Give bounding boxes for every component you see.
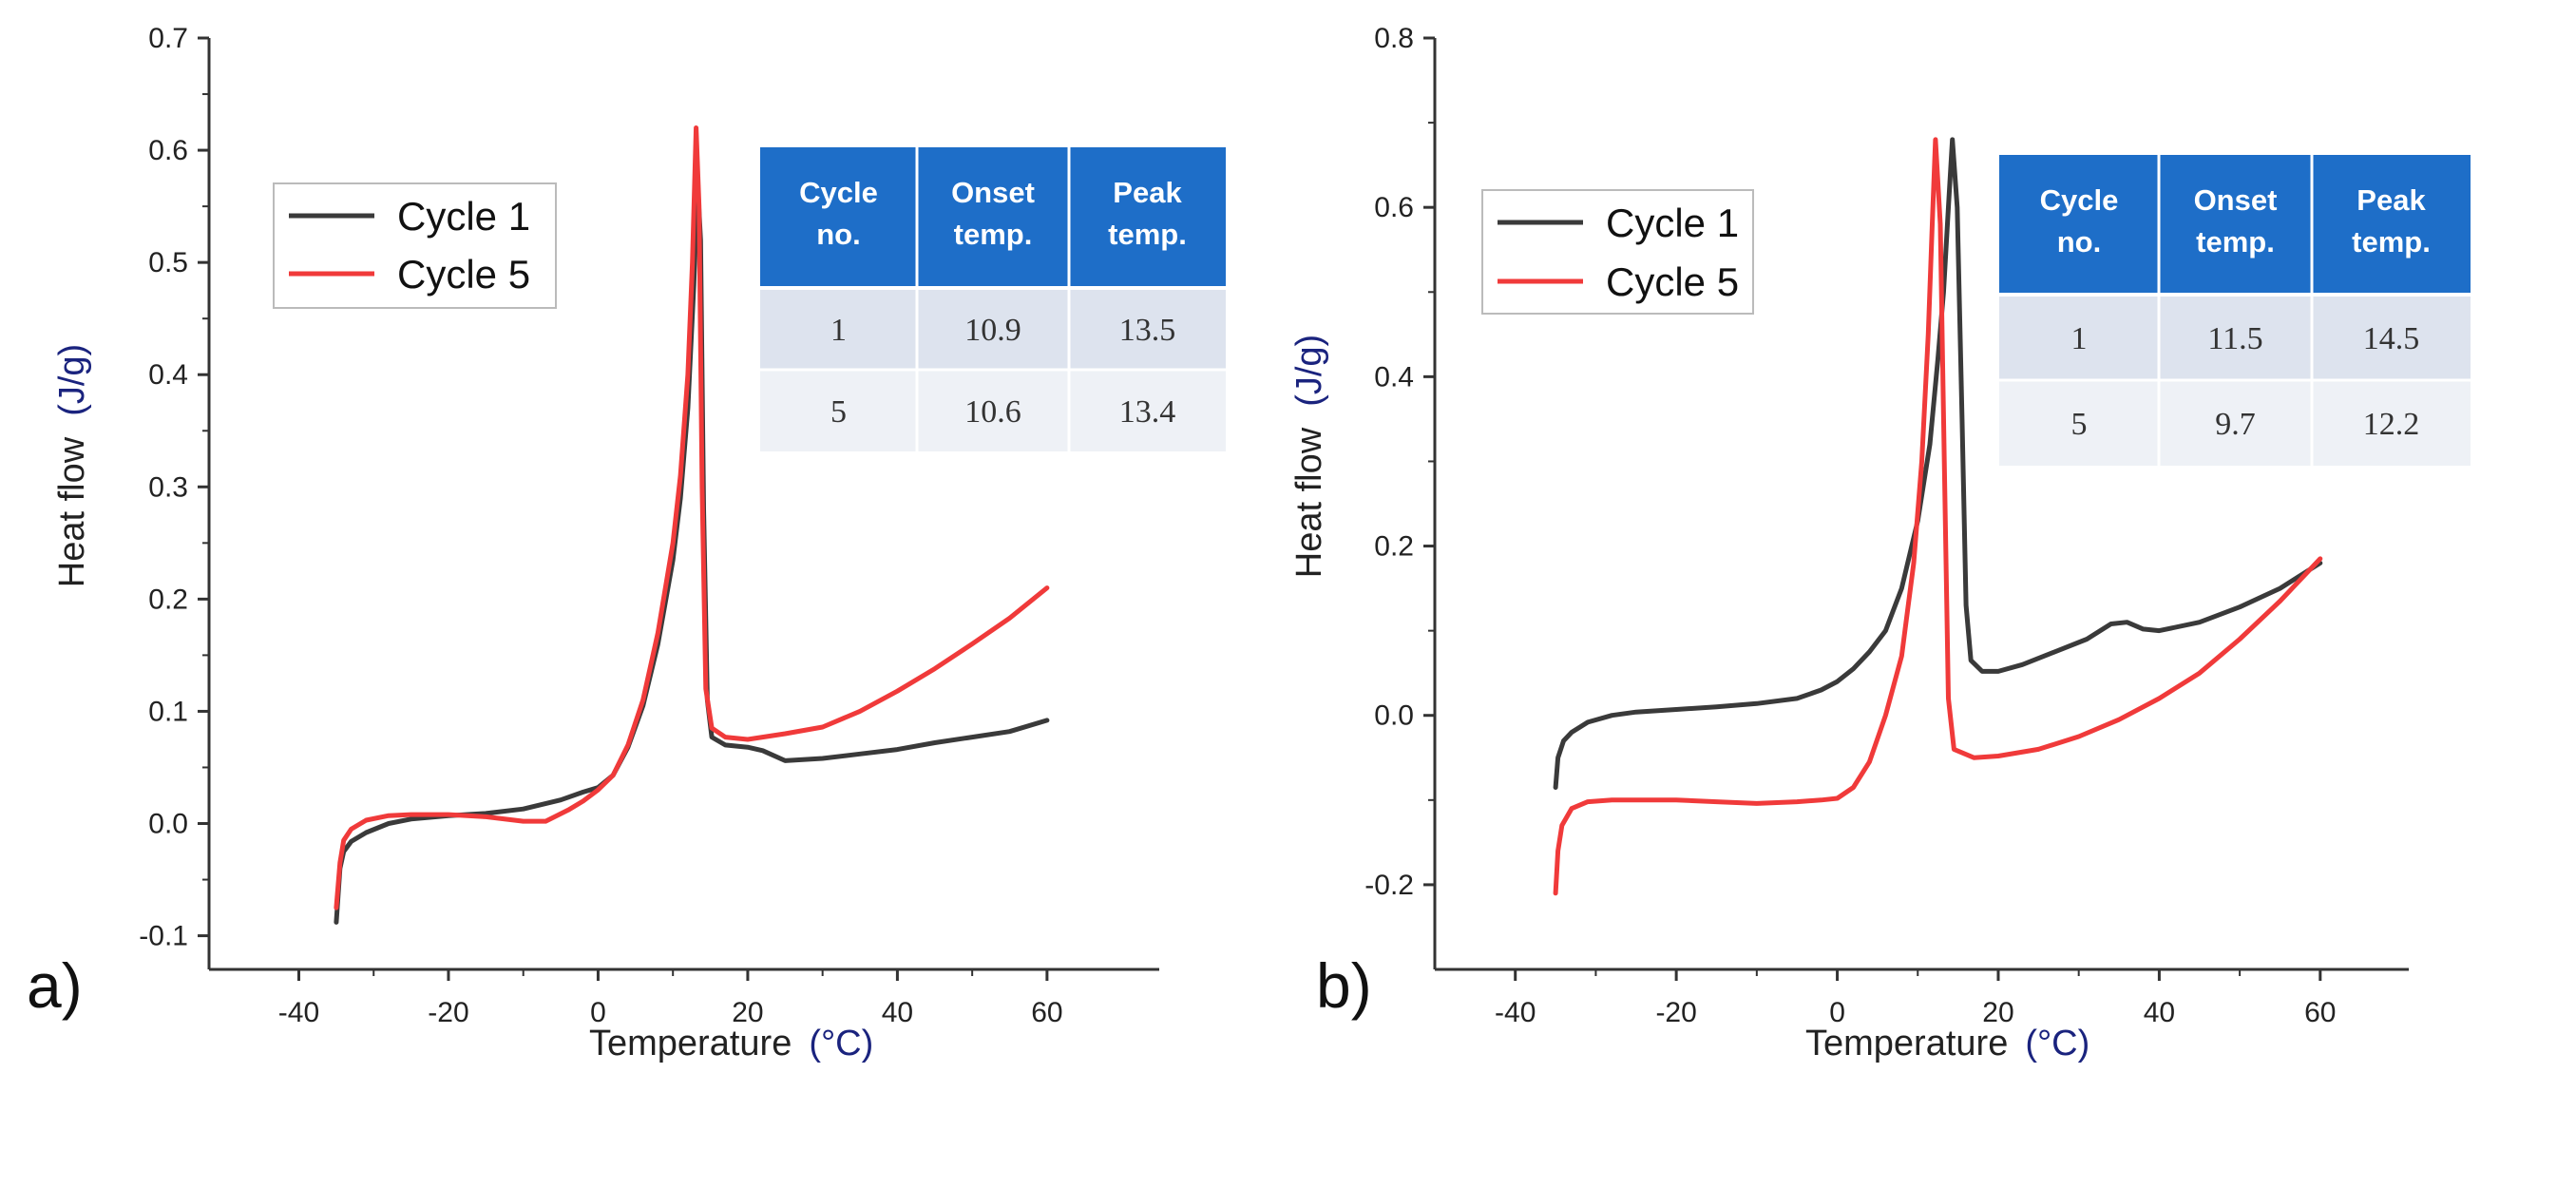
- table-cell: 1: [2071, 321, 2088, 356]
- x-tick-label: -20: [428, 997, 468, 1028]
- table-header-cell: Cycle: [2040, 183, 2119, 217]
- x-tick-label: 0: [1829, 997, 1845, 1028]
- y-tick-label: 0.6: [148, 135, 188, 166]
- table-cell: 9.7: [2215, 407, 2256, 442]
- y-tick-label: 0.5: [148, 247, 188, 278]
- table-cell: 1: [830, 313, 847, 348]
- table-header-cell: temp.: [2196, 225, 2275, 259]
- table-cell: 5: [830, 394, 847, 430]
- table-row-bg: [1999, 380, 2471, 466]
- y-tick-label: 0.6: [1374, 192, 1414, 223]
- table-header-bg: [1999, 155, 2471, 295]
- series-line-cycle-5: [1553, 137, 2323, 896]
- y-axis-unit: (J/g): [1289, 335, 1329, 407]
- table-row-bg: [760, 370, 1226, 451]
- y-axis-title: Heat flow (J/g): [52, 344, 92, 587]
- table-header-cell: no.: [2057, 225, 2102, 259]
- x-axis-title-text: Temperature: [589, 1024, 792, 1063]
- table-header-cell: temp.: [1108, 218, 1187, 251]
- table-cell: 13.4: [1119, 394, 1176, 430]
- legend-box: [273, 182, 557, 309]
- y-tick-label: 0.0: [1374, 700, 1414, 732]
- panel-label: a): [27, 950, 83, 1021]
- table-cell: 10.6: [964, 394, 1021, 430]
- legend-box: [1481, 189, 1754, 315]
- x-tick-label: 60: [1031, 997, 1062, 1028]
- y-axis-title-text: Heat flow: [52, 436, 92, 587]
- table-header-cell: temp.: [954, 218, 1033, 251]
- x-tick-label: 20: [1982, 997, 2013, 1028]
- table-header-cell: Onset: [2194, 183, 2278, 217]
- x-tick-label: 20: [732, 997, 763, 1028]
- y-axis-unit: (J/g): [52, 344, 92, 416]
- series-line-cycle-5: [334, 125, 1050, 910]
- y-tick-label: 0.8: [1374, 23, 1414, 54]
- table-row-bg: [1999, 295, 2471, 380]
- inset-table: Cycle no. Onset temp. Peak temp. 1 10.9 13.5 5 10.…: [760, 147, 1226, 451]
- y-tick-label: 0.2: [1374, 531, 1414, 563]
- y-tick-label: 0.1: [148, 696, 188, 727]
- x-axis-title: Temperature (°C): [589, 1024, 873, 1063]
- table-header-cell: Cycle: [799, 176, 878, 209]
- inset-table: Cycle no. Onset temp. Peak temp. 1 11.5 14.5 5 9.7…: [1999, 155, 2471, 466]
- x-tick-label: 40: [882, 997, 913, 1028]
- y-tick-label: 0.4: [148, 359, 188, 391]
- series-line-cycle-1: [334, 182, 1050, 925]
- x-axis-title: Temperature (°C): [1805, 1024, 2089, 1063]
- legend-label: Cycle 5: [1606, 259, 1739, 304]
- table-row-bg: [760, 288, 1226, 370]
- table-header-cell: Peak: [1113, 176, 1182, 209]
- table-cell: 13.5: [1119, 313, 1176, 348]
- table-cell: 5: [2071, 407, 2088, 442]
- y-tick-label: 0.0: [148, 809, 188, 840]
- table-header-cell: temp.: [2352, 225, 2431, 259]
- legend-label: Cycle 5: [397, 252, 530, 297]
- x-axis-unit: (°C): [809, 1024, 873, 1063]
- y-axis-title-text: Heat flow: [1289, 427, 1329, 578]
- y-tick-label: -0.1: [139, 921, 188, 952]
- y-tick-label: -0.2: [1364, 870, 1414, 901]
- y-tick-label: 0.2: [148, 584, 188, 615]
- legend-label: Cycle 1: [1606, 201, 1739, 245]
- x-axis-title-text: Temperature: [1805, 1024, 2008, 1063]
- panel-label: b): [1316, 950, 1372, 1021]
- table-cell: 14.5: [2363, 321, 2420, 356]
- chart-panel-a: -0.1 0.0 0.1 0.2 0.3 0.4 0.5 0.6 0.7 -40 -20 0 20 40 6…: [27, 23, 1226, 1063]
- x-tick-label: 40: [2144, 997, 2175, 1028]
- y-tick-label: 0.4: [1374, 361, 1414, 393]
- table-cell: 11.5: [2207, 321, 2262, 356]
- x-tick-label: 0: [590, 997, 606, 1028]
- x-tick-label: -40: [278, 997, 319, 1028]
- table-cell: 12.2: [2363, 407, 2420, 442]
- y-tick-label: 0.3: [148, 471, 188, 503]
- table-header-cell: no.: [816, 218, 861, 251]
- table-header-cell: Onset: [951, 176, 1035, 209]
- x-axis-unit: (°C): [2025, 1024, 2089, 1063]
- table-cell: 10.9: [964, 313, 1021, 348]
- x-tick-label: 60: [2304, 997, 2336, 1028]
- x-tick-label: -20: [1655, 997, 1696, 1028]
- legend-label: Cycle 1: [397, 194, 530, 239]
- y-tick-label: 0.7: [148, 23, 188, 54]
- table-header-cell: Peak: [2357, 183, 2426, 217]
- x-tick-label: -40: [1495, 997, 1536, 1028]
- table-header-bg: [760, 147, 1226, 288]
- y-axis-title: Heat flow (J/g): [1289, 335, 1329, 578]
- chart-panel-b: -0.2 0.0 0.2 0.4 0.6 0.8 -40 -20 0 20 40 60 Temperat…: [1289, 23, 2471, 1063]
